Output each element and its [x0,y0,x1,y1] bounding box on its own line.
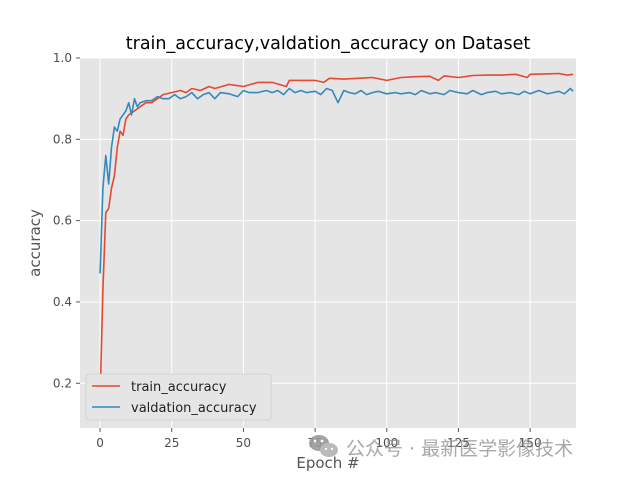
watermark-text: 公众号 · 最新医学影像技术 [346,438,573,460]
x-tick-label: 25 [164,436,179,450]
x-tick-label: 150 [519,436,542,450]
x-tick-label: 100 [375,436,398,450]
legend-label-validation: valdation_accuracy [131,401,257,416]
x-axis-label: Epoch # [296,454,359,472]
watermark: 公众号 · 最新医学影像技术 [309,435,573,460]
x-tick-label: 125 [447,436,470,450]
grid-lines [80,57,576,428]
y-tick-label: 0.6 [53,214,72,228]
chart-title: train_accuracy,valdation_accuracy on Dat… [126,34,531,54]
legend-label-train: train_accuracy [131,380,227,395]
wechat-icon [309,435,338,457]
y-tick-label: 0.4 [53,295,72,309]
y-tick-label: 1.0 [53,51,72,65]
y-tick-label: 0.8 [53,132,72,146]
y-tick-label: 0.2 [53,376,72,390]
legend: train_accuracy valdation_accuracy [85,373,272,421]
validation-accuracy-line [99,87,574,274]
x-tick-label: 50 [236,436,251,450]
x-tick-label: 0 [96,436,104,450]
tick-labels: 02550751001251500.20.40.60.81.0 [53,51,542,450]
train-accuracy-line [99,72,574,400]
plot-area [80,58,576,428]
y-axis-label: accuracy [26,209,44,277]
series-lines [99,72,574,400]
legend-box [85,373,272,421]
